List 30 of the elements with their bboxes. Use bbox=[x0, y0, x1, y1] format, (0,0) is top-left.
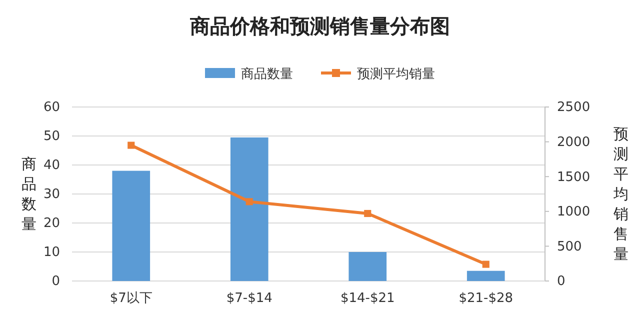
x-tick-label: $7-$14 bbox=[226, 291, 272, 306]
legend-label: 商品数量 bbox=[241, 67, 293, 82]
y-tick-label: 40 bbox=[43, 158, 60, 174]
y2-tick-label: 2500 bbox=[557, 100, 590, 116]
point bbox=[482, 260, 490, 268]
bar bbox=[230, 137, 268, 281]
point bbox=[364, 210, 372, 218]
y2-tick-label: 1500 bbox=[557, 170, 590, 185]
bar bbox=[466, 270, 505, 281]
bar bbox=[112, 170, 150, 281]
y-tick-label: 30 bbox=[43, 187, 60, 202]
y-axis-title: 商品数量 bbox=[22, 155, 36, 233]
point bbox=[128, 142, 135, 149]
bar bbox=[348, 252, 387, 281]
y-tick-label: 0 bbox=[52, 274, 60, 290]
x-tick-label: $21-$28 bbox=[458, 291, 514, 306]
y2-tick-label: 1000 bbox=[557, 204, 590, 220]
y-tick-label: 20 bbox=[43, 216, 60, 232]
y2-axis-title: 预测平均销售量 bbox=[612, 125, 628, 263]
y-tick-label: 60 bbox=[43, 100, 60, 116]
y-tick-label: 10 bbox=[43, 245, 60, 260]
y2-tick-label: 0 bbox=[557, 274, 566, 290]
legend-label: 预测平均销量 bbox=[357, 67, 435, 82]
chart-title: 商品价格和预测销售量分布图 bbox=[189, 14, 450, 38]
point bbox=[246, 198, 253, 206]
x-tick-label: $14-$21 bbox=[340, 291, 395, 306]
x-tick-label: $7以下 bbox=[110, 291, 152, 306]
y-tick-label: 50 bbox=[43, 129, 60, 144]
y2-tick-label: 500 bbox=[557, 239, 582, 254]
y2-tick-label: 2000 bbox=[557, 134, 590, 150]
